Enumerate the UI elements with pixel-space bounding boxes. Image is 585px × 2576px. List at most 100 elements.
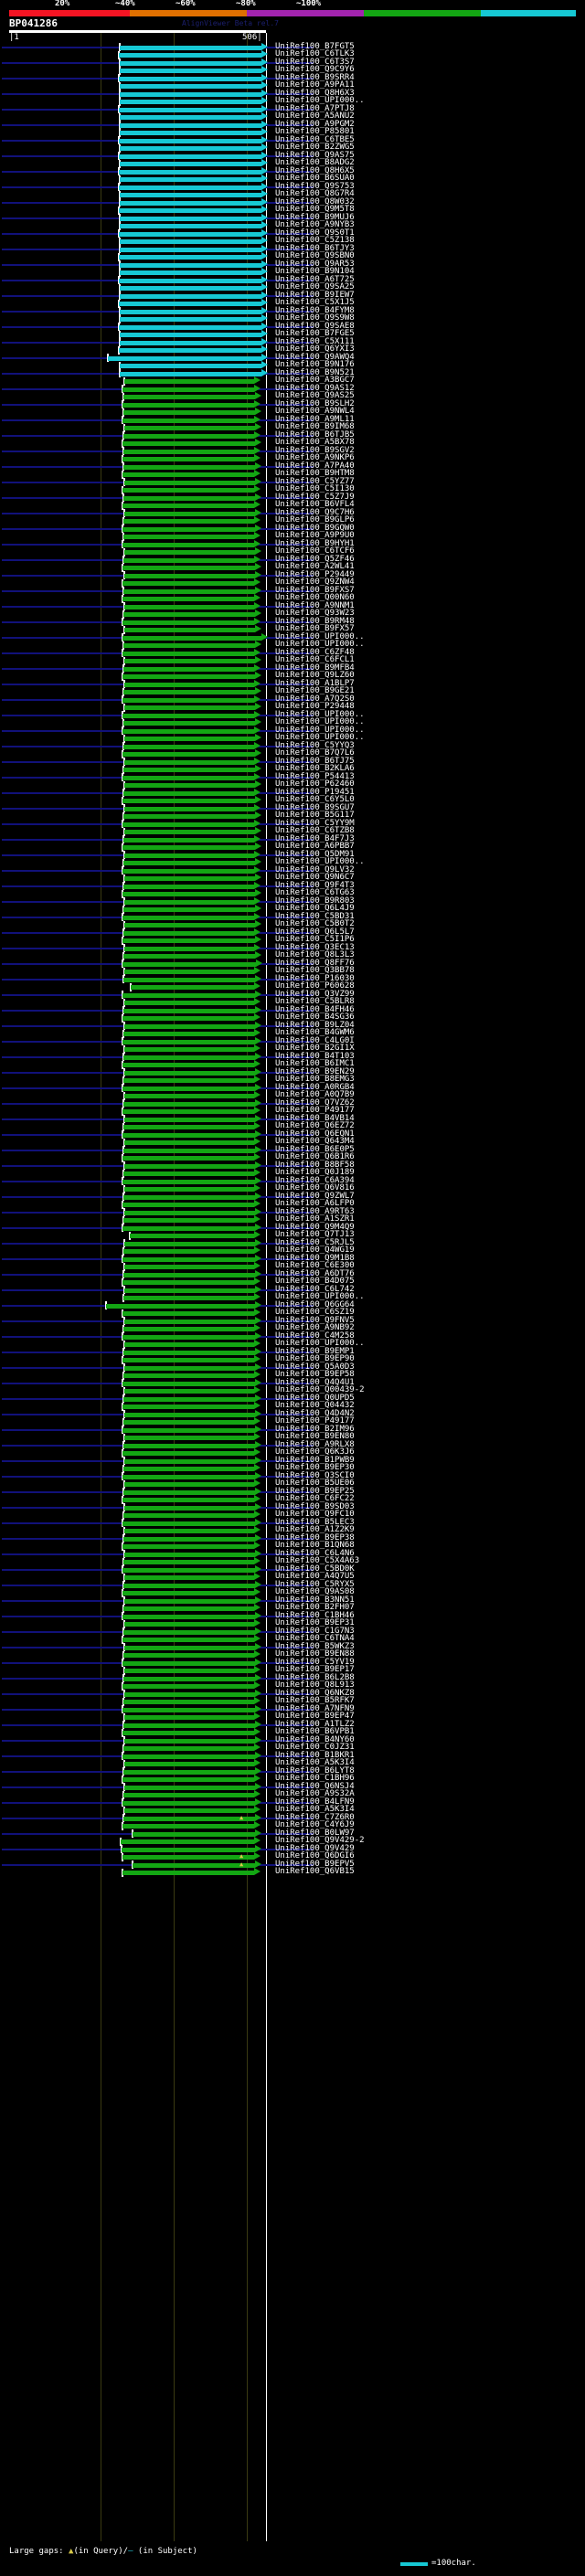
hit-label[interactable]: UniRef100_B6TJ75 <box>275 756 355 766</box>
hit-bar[interactable] <box>123 1272 255 1277</box>
alignment-row[interactable]: UniRef100_B9EN80 <box>0 1432 585 1443</box>
hit-bar[interactable] <box>120 60 261 66</box>
hit-bar[interactable] <box>122 1203 254 1207</box>
alignment-row[interactable]: ▲ UniRef100_C7Z6R0 <box>0 1813 585 1823</box>
hit-bar[interactable] <box>122 1824 254 1829</box>
hit-bar[interactable] <box>122 1521 255 1526</box>
hit-bar[interactable] <box>124 1365 255 1371</box>
alignment-row[interactable]: UniRef100_C6T3S7 <box>0 58 585 68</box>
alignment-row[interactable]: UniRef100_B9EP38 <box>0 1533 585 1543</box>
alignment-row[interactable]: UniRef100_Q9SBN0 <box>0 251 585 262</box>
hit-bar[interactable] <box>120 45 261 50</box>
hit-label[interactable]: UniRef100_Q9V429 <box>275 1843 355 1853</box>
hit-label[interactable]: UniRef100_C5I1P6 <box>275 935 355 944</box>
alignment-row[interactable]: UniRef100_Q6GG64 <box>0 1300 585 1310</box>
hit-label[interactable]: UniRef100_Q6K3J6 <box>275 1447 355 1457</box>
hit-bar[interactable] <box>122 1754 255 1759</box>
hit-label[interactable]: UniRef100_B9IM68 <box>275 422 355 431</box>
hit-bar[interactable] <box>122 1311 254 1316</box>
alignment-row[interactable]: UniRef100_Q6B1R6 <box>0 1152 585 1163</box>
alignment-row[interactable]: UniRef100_B7FGE5 <box>0 329 585 340</box>
alignment-row[interactable]: UniRef100_Q6L4J9 <box>0 904 585 915</box>
alignment-row[interactable]: UniRef100_C5BD31 <box>0 911 585 922</box>
hit-label[interactable]: UniRef100_B2KLA6 <box>275 764 355 773</box>
alignment-row[interactable]: UniRef100_B6TJB5 <box>0 430 585 440</box>
alignment-row[interactable]: UniRef100_Q9AS75 <box>0 151 585 161</box>
alignment-row[interactable]: UniRef100_Q8G7R4 <box>0 189 585 200</box>
hit-label[interactable]: UniRef100_C6L4N6 <box>275 1548 355 1558</box>
hit-label[interactable]: UniRef100_B9N176 <box>275 360 355 369</box>
hit-bar[interactable] <box>122 1156 254 1161</box>
alignment-row[interactable]: UniRef100_A9ML11 <box>0 415 585 425</box>
hit-bar[interactable] <box>122 1731 254 1735</box>
hit-bar[interactable] <box>120 162 261 166</box>
hit-label[interactable]: UniRef100_A6DT76 <box>275 1268 355 1278</box>
hit-label[interactable]: UniRef100_C5RJL5 <box>275 1237 355 1247</box>
hit-label[interactable]: UniRef100_B9R803 <box>275 896 355 906</box>
alignment-row[interactable]: UniRef100_Q9ZNW4 <box>0 578 585 588</box>
hit-label[interactable]: UniRef100_C6TNA4 <box>275 1634 355 1643</box>
hit-label[interactable]: UniRef100_Q4WG19 <box>275 1246 355 1255</box>
hit-label[interactable]: UniRef100_C5BD31 <box>275 911 355 921</box>
hit-bar[interactable] <box>123 666 254 672</box>
alignment-row[interactable]: UniRef100_A1BLP7 <box>0 679 585 689</box>
hit-label[interactable]: UniRef100_B9EN80 <box>275 1432 355 1441</box>
hit-bar[interactable] <box>124 550 255 555</box>
alignment-row[interactable]: UniRef100_A9NB92 <box>0 1323 585 1334</box>
hit-label[interactable]: UniRef100_B3NN51 <box>275 1595 355 1605</box>
alignment-row[interactable]: UniRef100_B6IMC1 <box>0 1059 585 1070</box>
alignment-row[interactable]: UniRef100_C6ZF48 <box>0 648 585 658</box>
hit-bar[interactable] <box>124 899 254 905</box>
hit-label[interactable]: UniRef100_B9EMP1 <box>275 1346 355 1356</box>
alignment-row[interactable]: UniRef100_B8EMG3 <box>0 1075 585 1086</box>
hit-bar[interactable] <box>123 907 255 912</box>
alignment-row[interactable]: UniRef100_A9NWL4 <box>0 407 585 418</box>
hit-label[interactable]: UniRef100_B7Q7L6 <box>275 748 355 758</box>
alignment-row[interactable]: ▲ UniRef100_B9EPV5 <box>0 1860 585 1870</box>
hit-label[interactable]: UniRef100_Q5DM91 <box>275 849 355 859</box>
hit-label[interactable]: UniRef100_Q04432 <box>275 1401 355 1410</box>
alignment-row[interactable]: UniRef100_B9R803 <box>0 896 585 906</box>
hit-bar[interactable] <box>122 1179 255 1184</box>
hit-label[interactable]: UniRef100_B4D075 <box>275 1277 355 1286</box>
alignment-row[interactable]: UniRef100_B9SGV2 <box>0 446 585 456</box>
hit-bar[interactable] <box>124 379 254 384</box>
hit-label[interactable]: UniRef100_UPI000.. <box>275 1292 365 1301</box>
hit-bar[interactable] <box>124 1265 254 1269</box>
hit-bar[interactable] <box>123 721 255 726</box>
alignment-row[interactable]: UniRef100_Q8W032 <box>0 197 585 207</box>
alignment-row[interactable]: UniRef100_C4M258 <box>0 1331 585 1341</box>
hit-label[interactable]: UniRef100_B9SD03 <box>275 1501 355 1511</box>
hit-bar[interactable] <box>122 1871 254 1875</box>
hit-label[interactable]: UniRef100_C6E300 <box>275 1261 355 1270</box>
hit-bar[interactable] <box>124 876 255 881</box>
hit-label[interactable]: UniRef100_C6L742 <box>275 1284 355 1294</box>
hit-bar[interactable] <box>120 270 261 275</box>
hit-label[interactable]: UniRef100_A0Q7B9 <box>275 1090 355 1099</box>
hit-label[interactable]: UniRef100_Q6L5L7 <box>275 927 355 937</box>
alignment-row[interactable]: UniRef100_B9EP25 <box>0 1487 585 1497</box>
alignment-row[interactable]: UniRef100_Q9AS08 <box>0 1587 585 1598</box>
alignment-row[interactable]: UniRef100_B4T103 <box>0 1052 585 1062</box>
hit-label[interactable]: UniRef100_C5I130 <box>275 484 355 493</box>
alignment-row[interactable]: UniRef100_Q6K3J6 <box>0 1447 585 1458</box>
hit-bar[interactable] <box>124 1482 254 1487</box>
hit-bar[interactable] <box>120 91 261 97</box>
alignment-row[interactable]: UniRef100_P54413 <box>0 772 585 782</box>
hit-bar[interactable] <box>123 790 254 796</box>
alignment-row[interactable]: UniRef100_B9N176 <box>0 360 585 371</box>
hit-bar[interactable] <box>120 239 261 244</box>
hit-label[interactable]: UniRef100_A9NKP6 <box>275 453 355 462</box>
hit-label[interactable]: UniRef100_C6FC22 <box>275 1494 355 1503</box>
hit-bar[interactable] <box>123 930 254 936</box>
hit-bar[interactable] <box>124 759 254 765</box>
hit-bar[interactable] <box>122 915 254 920</box>
hit-bar[interactable] <box>122 635 261 641</box>
hit-label[interactable]: UniRef100_Q6EZ72 <box>275 1121 355 1130</box>
hit-bar[interactable] <box>123 1171 254 1176</box>
alignment-row[interactable]: UniRef100_B5G117 <box>0 811 585 822</box>
hit-bar[interactable] <box>123 1560 254 1564</box>
hit-label[interactable]: UniRef100_Q00N60 <box>275 593 355 602</box>
hit-label[interactable]: UniRef100_B6SUA0 <box>275 174 355 183</box>
alignment-row[interactable]: UniRef100_P85801 <box>0 127 585 138</box>
